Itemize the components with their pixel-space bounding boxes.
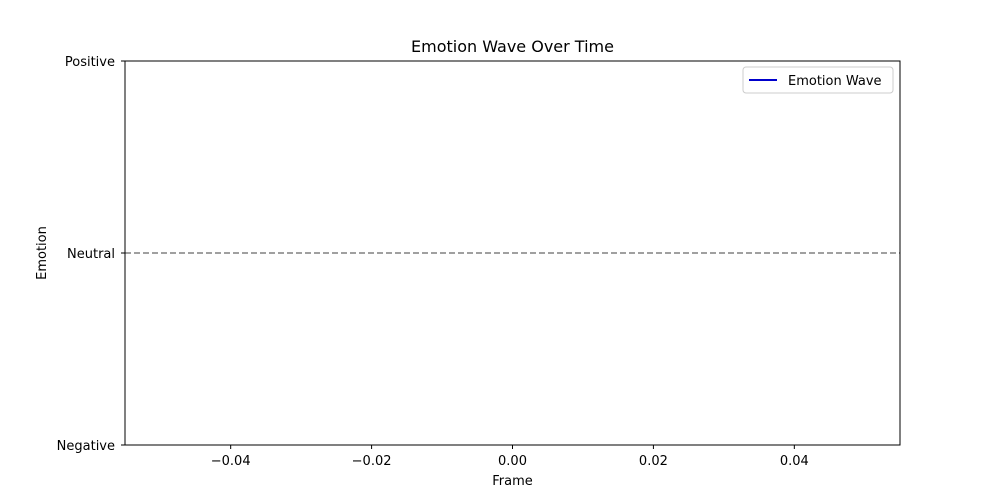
x-axis-label: Frame bbox=[492, 474, 533, 489]
legend-box bbox=[742, 66, 894, 94]
y-tick-label: Negative bbox=[57, 439, 115, 454]
x-tick-label: −0.04 bbox=[211, 454, 251, 469]
y-axis-label: Emotion bbox=[35, 226, 50, 280]
x-tick-label: 0.00 bbox=[498, 454, 527, 469]
x-axis-ticks: −0.04 −0.02 0.00 0.02 0.04 bbox=[211, 445, 809, 469]
chart-title: Emotion Wave Over Time bbox=[411, 37, 614, 56]
y-tick-label: Positive bbox=[65, 55, 115, 70]
y-axis-ticks: Negative Neutral Positive bbox=[57, 55, 125, 454]
legend-label: Emotion Wave bbox=[788, 74, 882, 89]
x-tick-label: 0.02 bbox=[639, 454, 668, 469]
y-tick-label: Neutral bbox=[67, 247, 115, 262]
legend: Emotion Wave bbox=[742, 66, 894, 94]
x-tick-label: 0.04 bbox=[780, 454, 809, 469]
x-tick-label: −0.02 bbox=[352, 454, 392, 469]
